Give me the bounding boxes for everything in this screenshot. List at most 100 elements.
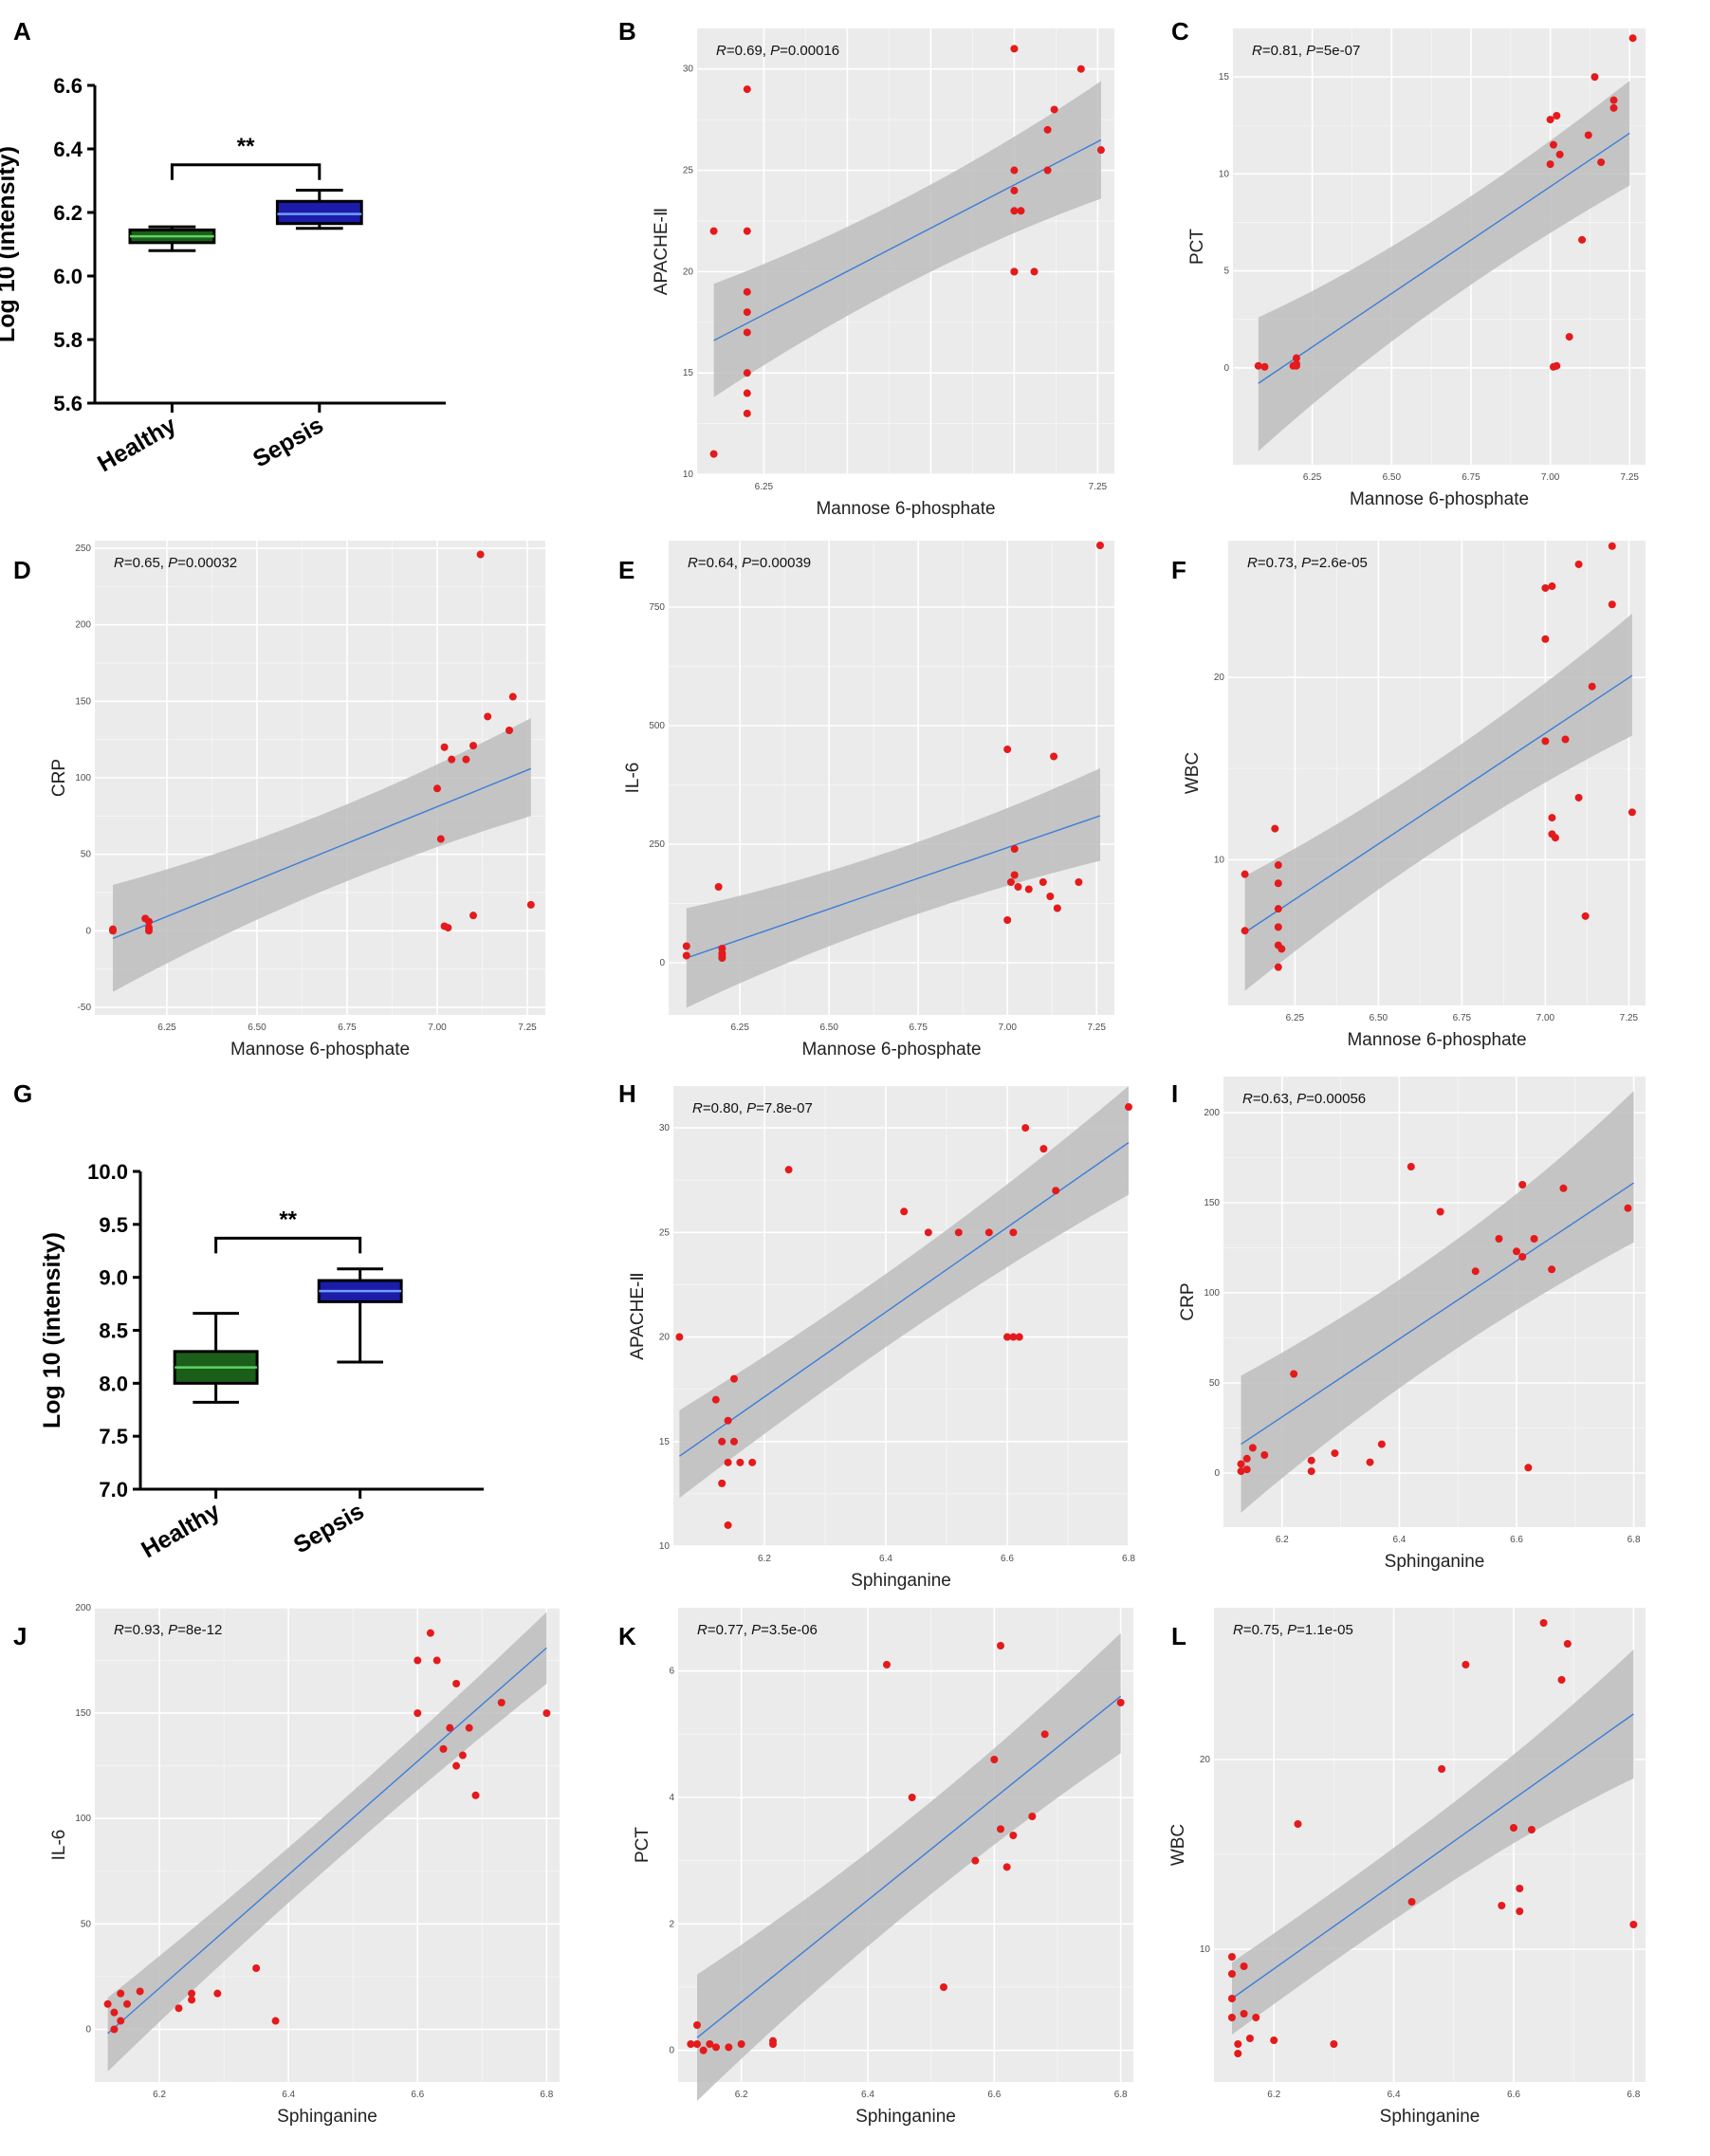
y-tick-label: 15 — [683, 368, 694, 378]
y-tick-label: 10 — [683, 470, 694, 480]
x-tick-label: 7.00 — [998, 1023, 1017, 1033]
y-tick-label: 6.4 — [53, 138, 83, 161]
panel-B: B 6.25 7.25 10 15 20 25 30 R=0.69, P=0.00016 Mann… — [618, 17, 1114, 519]
y-tick-label: 5 — [1223, 267, 1229, 277]
y-tick-label: 10 — [1200, 1944, 1211, 1955]
data-point — [1274, 923, 1282, 931]
data-point — [1548, 1265, 1556, 1274]
data-point — [1039, 878, 1047, 886]
panel-J: J 6.2 6.4 6.6 6.8 0 50 100 150 200 R=0.93, P=8e-12… — [13, 1603, 560, 2127]
y-tick-label: 20 — [659, 1333, 671, 1343]
correlation-annotation: R=0.75, P=1.1e-05 — [1233, 1622, 1353, 1638]
data-point — [1050, 105, 1058, 114]
data-point — [1498, 1902, 1506, 1909]
y-tick-label: 250 — [649, 839, 665, 850]
y-tick-label: 50 — [81, 850, 92, 860]
y-tick-label: 200 — [75, 620, 91, 631]
x-tick-label: Healthy — [93, 412, 180, 477]
data-point — [743, 409, 751, 417]
data-point — [724, 1416, 732, 1425]
data-point — [1014, 883, 1022, 891]
data-point — [724, 1520, 732, 1529]
data-point — [736, 1458, 745, 1466]
data-point — [1227, 2014, 1236, 2021]
data-point — [743, 389, 751, 397]
data-point — [1609, 96, 1618, 104]
data-point — [1274, 879, 1282, 888]
x-tick-label: 6.6 — [1507, 2090, 1520, 2100]
x-tick-label: 6.6 — [1510, 1535, 1523, 1545]
y-tick-label: 7.5 — [99, 1425, 128, 1448]
correlation-annotation: R=0.93, P=8e-12 — [114, 1622, 222, 1638]
data-point — [709, 450, 718, 458]
data-point — [1629, 1921, 1638, 1928]
data-point — [1555, 150, 1564, 158]
y-tick-label: 9.5 — [99, 1213, 128, 1237]
y-tick-label: 100 — [75, 773, 91, 783]
data-point — [1252, 2014, 1260, 2021]
data-point — [1462, 1661, 1470, 1668]
data-point — [446, 1723, 454, 1732]
regression-line — [678, 1141, 1130, 1457]
data-point — [687, 2040, 695, 2048]
data-point — [1377, 1440, 1386, 1448]
data-point — [1227, 1970, 1236, 1978]
data-point — [737, 2040, 745, 2048]
x-tick-label: 6.2 — [735, 2090, 748, 2100]
y-tick-label: 6 — [669, 1667, 674, 1677]
data-point — [1010, 267, 1019, 276]
data-point — [117, 1989, 125, 1998]
regression-line — [686, 815, 1101, 959]
data-point — [693, 2021, 701, 2029]
data-point — [1553, 112, 1561, 120]
data-point — [1624, 1204, 1632, 1212]
data-point — [724, 1458, 732, 1466]
y-axis-title: APACHE-Ⅱ — [628, 1272, 648, 1359]
x-tick-label: Sepsis — [248, 412, 328, 473]
data-point — [426, 1629, 434, 1637]
data-point — [436, 835, 445, 843]
data-point — [1548, 814, 1556, 822]
data-point — [1590, 73, 1599, 82]
data-point — [1043, 125, 1052, 134]
x-tick-label: 7.00 — [1541, 472, 1560, 483]
panel-label-H: H — [618, 1079, 636, 1108]
data-point — [1241, 870, 1249, 878]
data-point — [1553, 361, 1561, 370]
data-point — [1046, 893, 1055, 900]
data-point — [730, 1437, 738, 1446]
data-point — [448, 755, 456, 764]
data-point — [1050, 752, 1058, 761]
data-point — [1116, 1699, 1125, 1706]
y-tick-label: 7.0 — [99, 1478, 128, 1502]
x-tick-label: 6.6 — [1001, 1554, 1014, 1564]
data-point — [1227, 1995, 1236, 2002]
data-point — [1559, 1184, 1568, 1192]
y-tick-label: 20 — [1200, 1755, 1211, 1765]
data-point — [110, 2008, 119, 2017]
confidence-band — [686, 768, 1100, 1008]
data-point — [743, 328, 751, 337]
regression-line — [1241, 1182, 1635, 1446]
data-point — [1240, 2010, 1248, 2018]
data-point — [1242, 1454, 1251, 1463]
data-point — [900, 1207, 909, 1216]
y-tick-label: 0 — [659, 958, 665, 968]
data-point — [718, 945, 726, 952]
y-tick-label: 750 — [649, 602, 665, 613]
y-tick-label: 6.2 — [53, 201, 83, 225]
y-tick-label: 6.0 — [53, 265, 83, 288]
panel-H: H 6.2 6.4 6.6 6.8 10 15 20 25 30 R=0.80, P=7.8e-07… — [618, 1079, 1135, 1591]
data-point — [1010, 845, 1019, 853]
data-point — [1608, 542, 1616, 550]
data-point — [439, 1744, 448, 1753]
y-tick-label: 25 — [683, 166, 694, 176]
data-point — [1307, 1467, 1315, 1476]
data-point — [1125, 1103, 1132, 1112]
data-point — [175, 2004, 183, 2013]
data-point — [1292, 361, 1300, 370]
y-tick-label: 10.0 — [87, 1160, 128, 1184]
correlation-annotation: R=0.69, P=0.00016 — [716, 43, 839, 59]
x-tick-label: 6.2 — [1267, 2090, 1280, 2100]
y-axis-title: WBC — [1183, 752, 1203, 794]
